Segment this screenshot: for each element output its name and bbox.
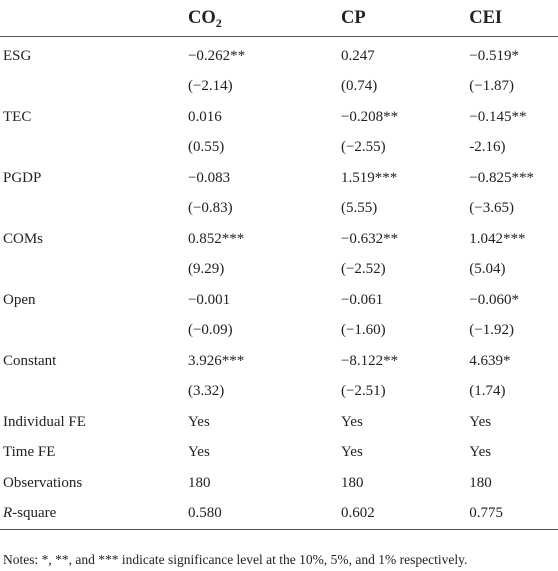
- cell-co2: Yes: [187, 444, 210, 461]
- regression-table: CO2 CP CEI ESG −0.262** 0.247 −0.519* (−…: [0, 0, 558, 530]
- cell-cp: (−1.60): [340, 322, 386, 339]
- row-label: TEC: [3, 108, 32, 125]
- cell-cei: (5.04): [469, 261, 506, 278]
- header-cei: CEI: [469, 0, 558, 37]
- table-row: (0.55) (−2.55) -2.16): [0, 133, 558, 164]
- cell-cei: −0.825***: [469, 169, 534, 186]
- cell-cp: −0.632**: [340, 230, 399, 247]
- cell-cei: 1.042***: [469, 230, 526, 247]
- cell-co2: −0.083: [187, 169, 231, 186]
- cell-cp: 180: [340, 474, 364, 491]
- cell-cp: −8.122**: [340, 352, 399, 369]
- cell-cp: (0.74): [340, 78, 378, 95]
- table-row: Constant 3.926*** −8.122** 4.639*: [0, 346, 558, 377]
- cell-cp: (−2.55): [340, 139, 386, 156]
- table-row: (3.32) (−2.51) (1.74): [0, 377, 558, 408]
- table-row: (−2.14) (0.74) (−1.87): [0, 72, 558, 103]
- table-notes: Notes: *, **, and *** indicate significa…: [3, 552, 468, 567]
- cell-cp: −0.208**: [340, 108, 399, 125]
- cell-co2: −0.262**: [187, 47, 246, 64]
- table-row: PGDP −0.083 1.519*** −0.825***: [0, 163, 558, 194]
- header-row: CO2 CP CEI: [0, 0, 558, 37]
- table-row: (−0.09) (−1.60) (−1.92): [0, 316, 558, 347]
- cell-co2: 3.926***: [187, 352, 245, 369]
- header-cp: CP: [340, 0, 470, 37]
- row-label: Constant: [3, 352, 57, 369]
- table-row: (9.29) (−2.52) (5.04): [0, 255, 558, 286]
- cell-cp: 1.519***: [340, 169, 398, 186]
- cell-co2: (−2.14): [187, 78, 233, 95]
- cell-co2: 0.580: [187, 498, 341, 530]
- cell-co2: (−0.83): [187, 200, 233, 217]
- cell-cei: (1.74): [469, 383, 506, 400]
- header-co2-main: CO: [187, 7, 216, 28]
- cell-cei: -2.16): [469, 139, 506, 156]
- table-row: Time FE Yes Yes Yes: [0, 438, 558, 469]
- cell-cp: (−2.52): [340, 261, 386, 278]
- table-row: Individual FE Yes Yes Yes: [0, 407, 558, 438]
- cell-co2: −0.001: [187, 291, 231, 308]
- cell-cp: −0.061: [340, 291, 384, 308]
- cell-cp: 0.247: [340, 47, 375, 64]
- rsquare-suffix: -square: [12, 505, 57, 522]
- table-row: Open −0.001 −0.061 −0.060*: [0, 285, 558, 316]
- cell-co2: 0.852***: [187, 230, 245, 247]
- table-row: (−0.83) (5.55) (−3.65): [0, 194, 558, 225]
- cell-co2: (0.55): [187, 139, 225, 156]
- row-label: PGDP: [3, 169, 42, 186]
- cell-cei: 4.639*: [469, 352, 511, 369]
- cell-cei: Yes: [469, 413, 492, 430]
- cell-cei: −0.145**: [469, 108, 527, 125]
- row-label: [0, 255, 188, 286]
- row-label: [0, 194, 188, 225]
- row-label: [0, 133, 188, 164]
- rsquare-r: R: [3, 505, 13, 522]
- cell-co2: 0.016: [187, 108, 222, 125]
- cell-co2: (−0.09): [187, 322, 233, 339]
- cell-cei: −0.519*: [469, 47, 519, 64]
- cell-co2: (9.29): [187, 261, 225, 278]
- table-row: COMs 0.852*** −0.632** 1.042***: [0, 224, 558, 255]
- cell-co2: 180: [187, 474, 211, 491]
- cell-cei: −0.060*: [469, 291, 519, 308]
- row-label: Observations: [3, 474, 83, 491]
- cell-cp: (5.55): [340, 200, 378, 217]
- cell-cp: Yes: [340, 444, 363, 461]
- row-label: ESG: [3, 47, 32, 64]
- cell-cp: Yes: [340, 413, 363, 430]
- row-label-rsquare: R-square: [0, 498, 188, 530]
- table-row: Observations 180 180 180: [0, 468, 558, 499]
- cell-cei: 0.775: [469, 498, 558, 530]
- row-label: Individual FE: [3, 413, 86, 430]
- cell-co2: (3.32): [187, 383, 225, 400]
- cell-cei: Yes: [469, 444, 492, 461]
- cell-co2: Yes: [187, 413, 210, 430]
- cell-cei: (−1.92): [469, 322, 514, 339]
- table-row: TEC 0.016 −0.208** −0.145**: [0, 102, 558, 133]
- header-co2-sub: 2: [215, 15, 222, 30]
- row-label: [0, 377, 188, 408]
- table-row: ESG −0.262** 0.247 −0.519*: [0, 41, 558, 72]
- header-blank: [0, 0, 188, 37]
- cell-cp: (−2.51): [340, 383, 386, 400]
- cell-cei: 180: [469, 474, 492, 491]
- row-label: [0, 72, 188, 103]
- table-body: ESG −0.262** 0.247 −0.519* (−2.14) (0.74…: [0, 37, 558, 530]
- table-row-rsquare: R-square 0.580 0.602 0.775: [0, 498, 558, 530]
- header-co2: CO2: [187, 0, 341, 37]
- cell-cei: (−3.65): [469, 200, 514, 217]
- cell-cp: 0.602: [340, 498, 470, 530]
- row-label: Open: [3, 291, 36, 308]
- cell-cei: (−1.87): [469, 78, 514, 95]
- row-label: Time FE: [3, 444, 56, 461]
- row-label: [0, 316, 188, 347]
- row-label: COMs: [3, 230, 44, 247]
